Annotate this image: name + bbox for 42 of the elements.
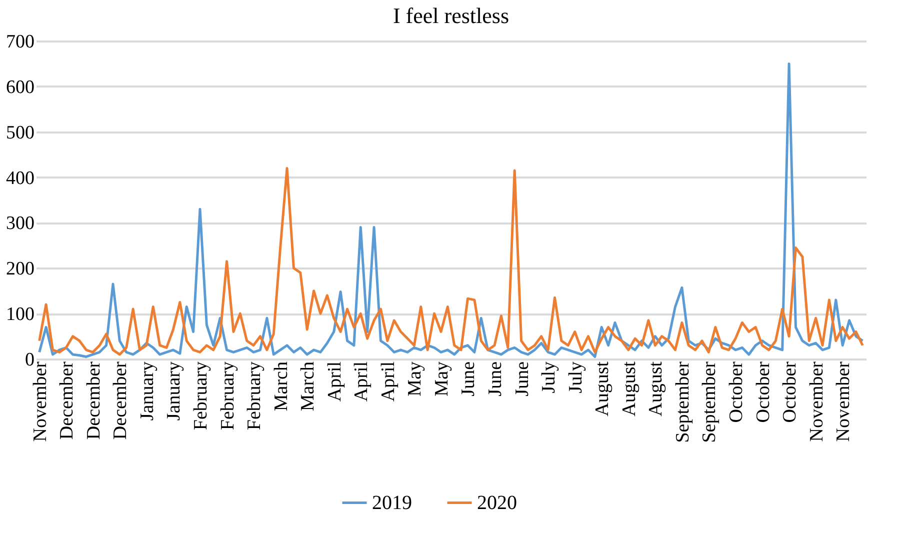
x-tick-label: March [298,361,319,412]
line-series [38,62,864,358]
y-tick-label: 200 [6,258,34,280]
x-tick-label: January [164,361,185,421]
x-tick-label: February [217,361,238,430]
y-tick-label: 600 [6,76,34,98]
y-tick-label: 700 [6,32,34,52]
x-tick-label: July [538,361,560,394]
x-tick-label: September [699,360,720,443]
x-tick-label: October [726,360,747,423]
x-tick-label: May [404,361,426,396]
x-tick-label: August [646,360,667,416]
y-tick-label: 400 [6,168,34,189]
y-tick-label: 300 [6,213,34,234]
x-tick-label: November [833,360,854,442]
chart-title: I feel restless [392,3,510,28]
x-tick-label: October [780,360,801,423]
x-tick-label: January [136,361,158,421]
x-tick-label: May [431,361,452,396]
x-tick-label: March [270,361,292,412]
x-tick-label: June [458,362,480,396]
x-tick-label: February [190,361,212,430]
x-tick-label: August [618,360,640,416]
x-tick-label: April [378,362,399,402]
legend-label: 2019 [372,492,412,514]
y-tick-label: 100 [6,304,34,326]
x-tick-label: September [672,360,694,443]
x-tick-label: October [752,360,774,423]
x-tick-label: April [351,362,372,402]
line-series [38,166,864,356]
x-tick-label: December [56,360,78,440]
x-tick-label: April [324,362,346,402]
x-tick-label: June [485,362,506,396]
x-tick-label: February [244,361,266,430]
y-tick-label: 500 [6,122,34,144]
x-tick-label: June [512,362,533,396]
legend-label: 2020 [477,492,517,514]
x-tick-label: December [110,360,132,440]
x-tick-label: November [806,360,828,442]
x-tick-label: July [565,361,586,394]
x-tick-label: August [592,360,614,416]
x-tick-label: December [83,360,104,440]
